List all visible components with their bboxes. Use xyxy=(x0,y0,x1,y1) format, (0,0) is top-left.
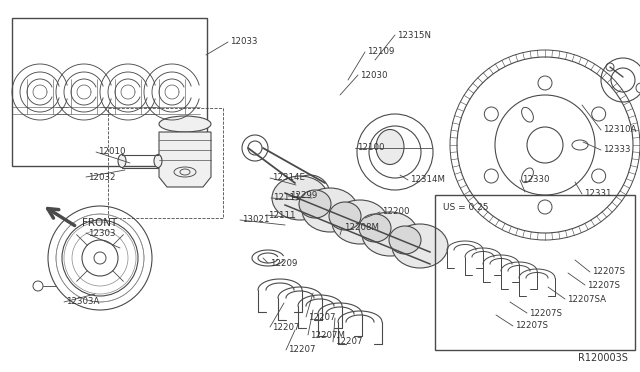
Text: US = 0.25: US = 0.25 xyxy=(443,203,488,212)
Text: 12010: 12010 xyxy=(98,148,125,157)
Text: 12331: 12331 xyxy=(584,189,611,199)
Text: 12207S: 12207S xyxy=(592,267,625,276)
Text: 12314M: 12314M xyxy=(410,176,445,185)
Text: 12200: 12200 xyxy=(382,208,410,217)
Ellipse shape xyxy=(329,202,361,230)
Text: 12207S: 12207S xyxy=(529,308,562,317)
Text: 12314E: 12314E xyxy=(272,173,305,183)
Text: FRONT: FRONT xyxy=(82,218,117,228)
Ellipse shape xyxy=(359,214,391,242)
Ellipse shape xyxy=(302,188,358,232)
Text: 12207S: 12207S xyxy=(587,280,620,289)
Text: 12207: 12207 xyxy=(335,337,362,346)
Ellipse shape xyxy=(180,169,190,175)
Ellipse shape xyxy=(159,116,211,132)
Text: 12207: 12207 xyxy=(308,312,335,321)
Ellipse shape xyxy=(174,167,196,177)
Text: 12299: 12299 xyxy=(290,192,317,201)
Ellipse shape xyxy=(272,176,328,220)
Text: 12030: 12030 xyxy=(360,71,387,80)
Text: 12330: 12330 xyxy=(522,176,550,185)
Text: 12109: 12109 xyxy=(367,48,394,57)
Ellipse shape xyxy=(332,200,388,244)
Text: 12032: 12032 xyxy=(88,173,115,182)
Text: 12303A: 12303A xyxy=(66,298,99,307)
Ellipse shape xyxy=(376,129,404,164)
Text: 12207: 12207 xyxy=(272,323,300,331)
Text: 12111: 12111 xyxy=(273,193,301,202)
Ellipse shape xyxy=(154,154,162,167)
Text: 12207M: 12207M xyxy=(310,330,345,340)
Text: 12303: 12303 xyxy=(88,228,115,237)
Bar xyxy=(12,18,207,166)
Text: 12310A: 12310A xyxy=(603,125,636,135)
Text: R120003S: R120003S xyxy=(578,353,628,363)
Ellipse shape xyxy=(118,154,126,167)
Ellipse shape xyxy=(392,224,448,268)
Text: 13021: 13021 xyxy=(242,215,269,224)
Ellipse shape xyxy=(362,212,418,256)
Text: 12207: 12207 xyxy=(288,346,316,355)
Bar xyxy=(108,108,223,218)
Text: 12033: 12033 xyxy=(230,38,257,46)
Polygon shape xyxy=(159,132,211,187)
Bar xyxy=(435,195,635,350)
Ellipse shape xyxy=(389,226,421,254)
Text: 12315N: 12315N xyxy=(397,31,431,39)
Text: 12111: 12111 xyxy=(268,211,296,219)
Text: 12209: 12209 xyxy=(270,259,298,267)
Text: 12207S: 12207S xyxy=(515,321,548,330)
Text: 12207SA: 12207SA xyxy=(567,295,606,304)
Text: 12100: 12100 xyxy=(357,144,385,153)
Text: 12333: 12333 xyxy=(603,145,630,154)
Ellipse shape xyxy=(299,190,331,218)
Text: 12208M: 12208M xyxy=(344,224,379,232)
